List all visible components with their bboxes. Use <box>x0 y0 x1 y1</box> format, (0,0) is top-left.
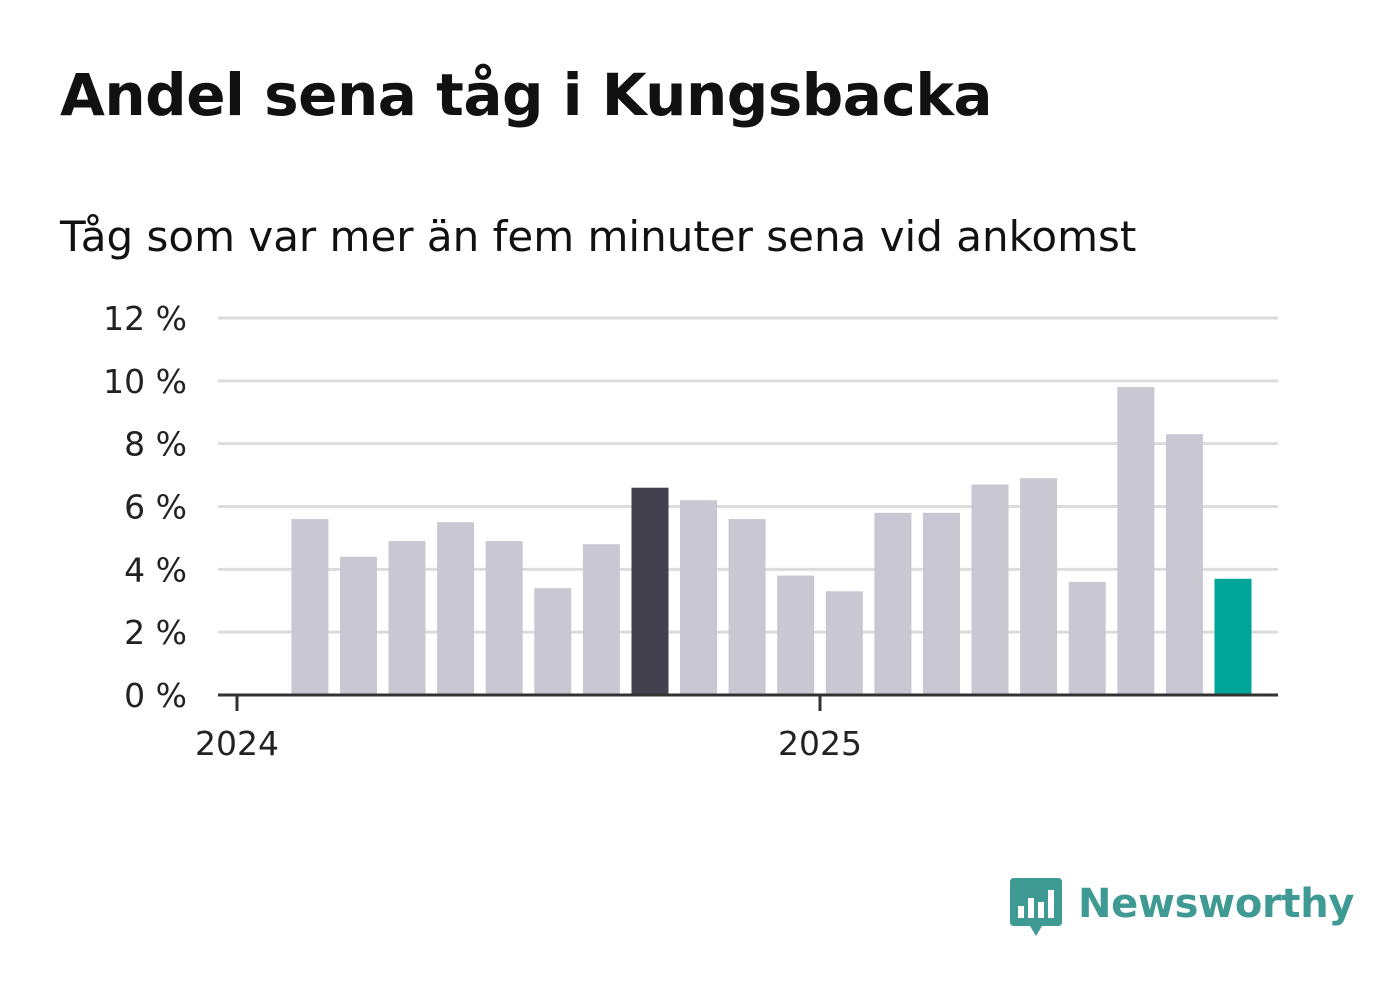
y-tick-label: 4 % <box>124 550 187 589</box>
x-tick-label: 2024 <box>195 724 279 763</box>
bar-2024-02 <box>291 519 329 695</box>
y-tick-label: 12 % <box>103 299 187 338</box>
bar-2024-07 <box>534 588 572 695</box>
bar-2024-12 <box>777 575 815 695</box>
bar-2024-04 <box>388 541 426 695</box>
y-axis-labels: 0 % 2 % 4 % 6 % 8 % 10 % 12 % <box>103 299 187 715</box>
bars <box>291 387 1252 695</box>
y-tick-label: 8 % <box>124 425 187 464</box>
bar-2024-08 <box>582 544 620 695</box>
bar-2024-05 <box>437 522 475 695</box>
bar-2025-04 <box>971 484 1009 695</box>
bar-2025-03 <box>923 512 960 695</box>
bar-2025-08 <box>1165 434 1203 695</box>
bar-2024-03 <box>340 556 377 695</box>
y-tick-label: 6 % <box>124 488 187 527</box>
y-tick-label: 10 % <box>103 362 187 401</box>
x-tick-label: 2025 <box>778 724 862 763</box>
brand-name: Newsworthy <box>1078 881 1355 927</box>
y-tick-label: 0 % <box>124 676 187 715</box>
bar-2025-02 <box>874 512 912 695</box>
x-axis: 2024 2025 <box>195 693 1278 763</box>
bar-chart-speech-bubble-icon <box>1010 878 1062 936</box>
bar-2025-09 <box>1214 578 1252 695</box>
newsworthy-logo: Newsworthy <box>1010 878 1355 942</box>
bar-2025-06 <box>1068 581 1106 695</box>
bar-2024-06 <box>485 541 523 695</box>
bar-2025-07 <box>1117 387 1155 695</box>
bar-2024-11 <box>728 519 766 695</box>
chart-title: Andel sena tåg i Kungsbacka <box>60 61 993 129</box>
y-tick-label: 2 % <box>124 613 187 652</box>
bar-2024-09 <box>631 487 669 695</box>
chart-subtitle: Tåg som var mer än fem minuter sena vid … <box>60 212 1137 261</box>
bar-2025-01 <box>825 591 863 695</box>
bar-2025-05 <box>1020 478 1058 695</box>
bar-2024-10 <box>680 500 717 695</box>
